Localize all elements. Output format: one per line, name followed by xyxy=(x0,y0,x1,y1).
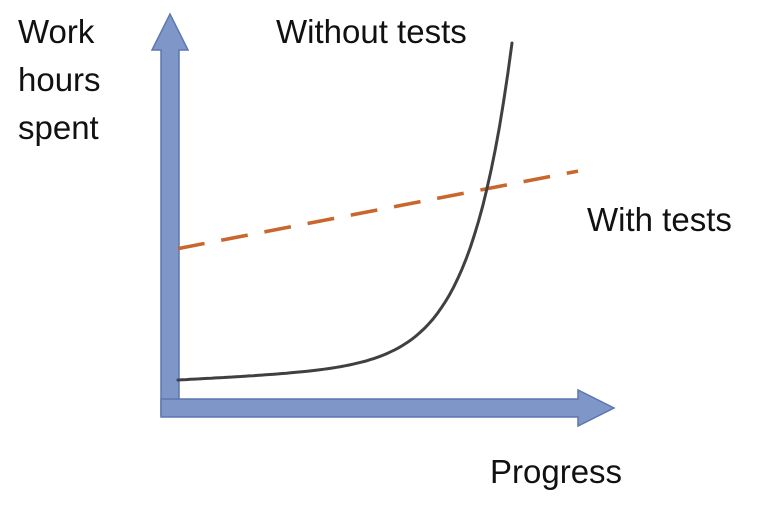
series-line-without-tests xyxy=(176,41,514,382)
y-axis-label-line-2: hours xyxy=(18,61,101,98)
series-label-with-tests: With tests xyxy=(587,201,732,238)
y-axis-label-line-3: spent xyxy=(18,109,99,146)
x-axis-label: Progress xyxy=(490,453,623,490)
series-line-with-tests xyxy=(177,169,579,251)
x-axis-arrow xyxy=(160,388,616,428)
series-label-without-tests: Without tests xyxy=(276,13,467,50)
y-axis-label-line-1: Work xyxy=(18,13,95,50)
y-axis-label: Work hours spent xyxy=(18,8,101,152)
y-axis-arrow xyxy=(150,12,190,416)
